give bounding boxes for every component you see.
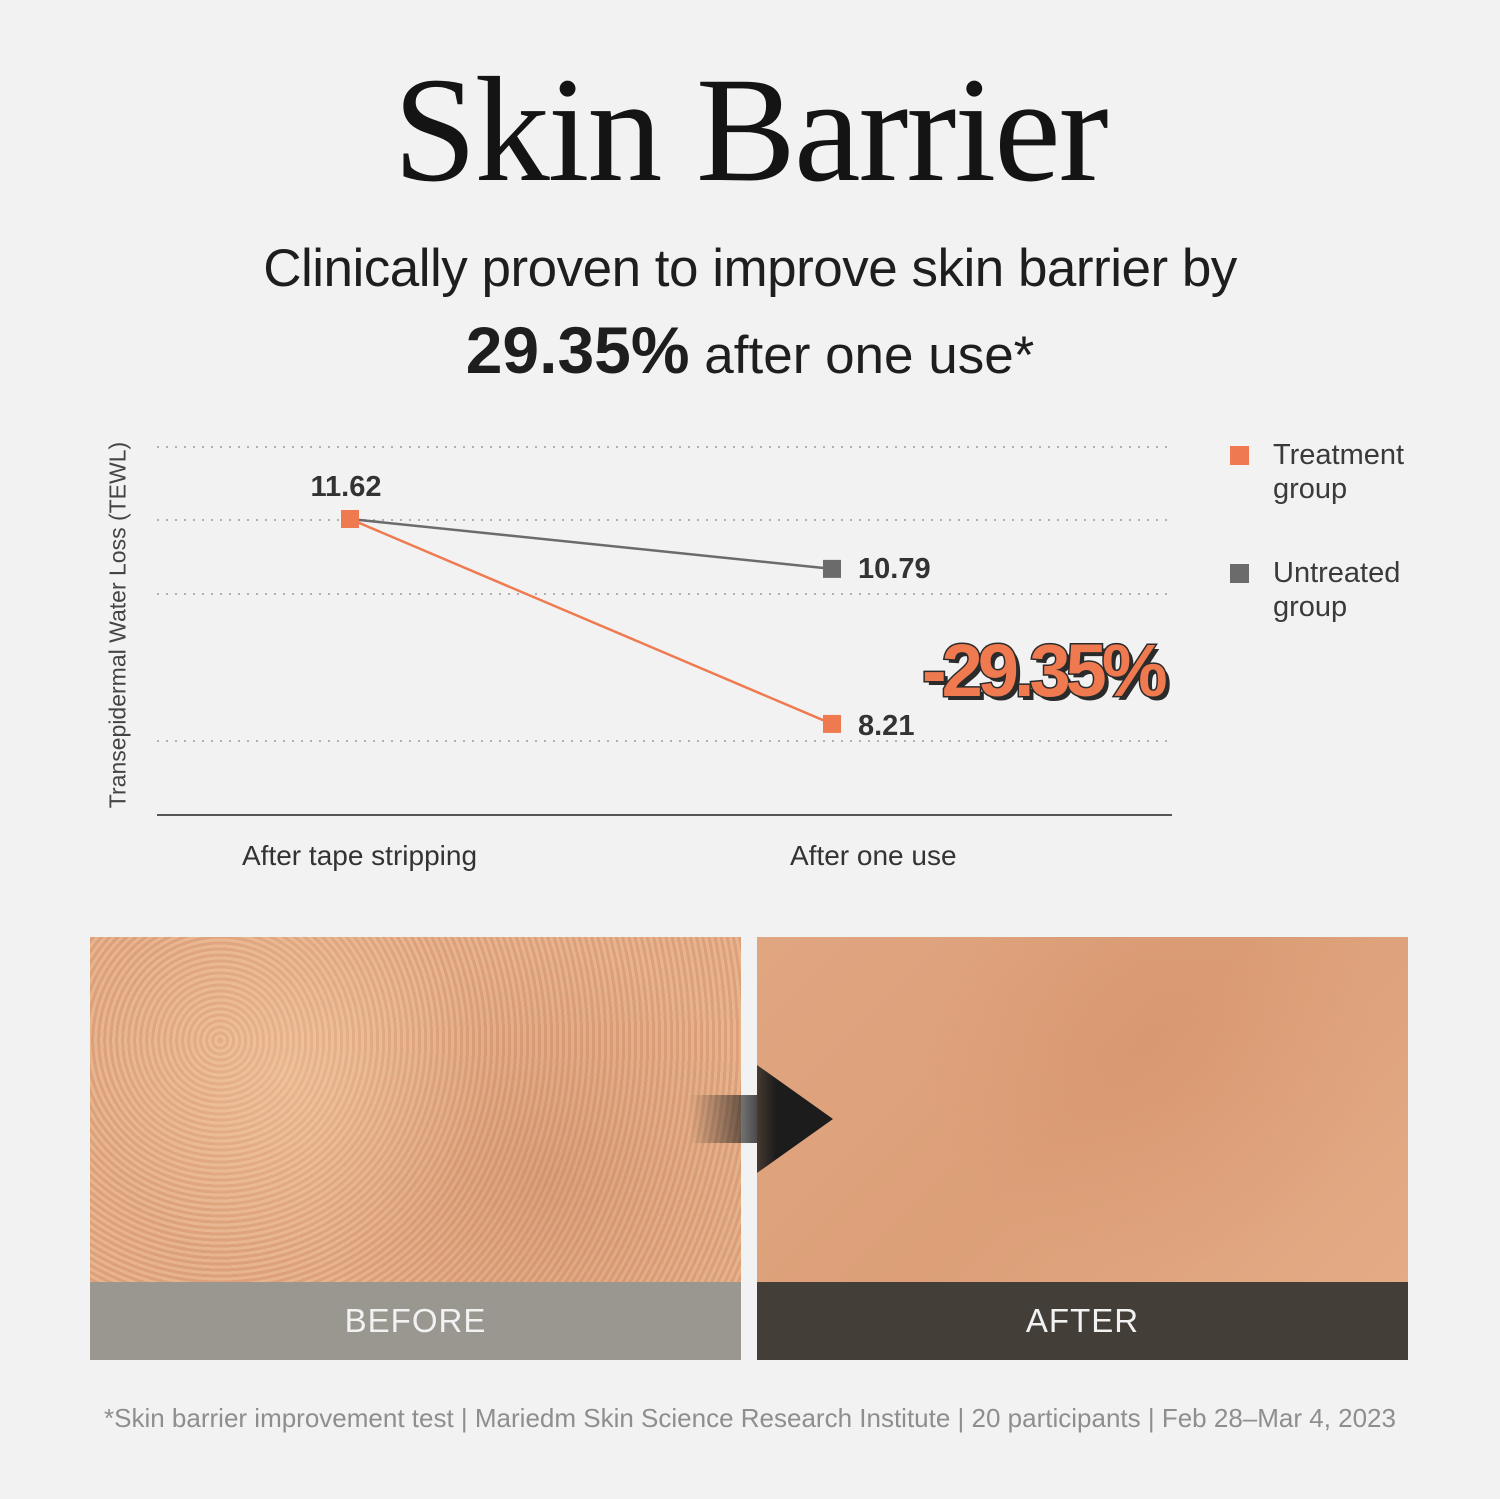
y-axis-label: Transepidermal Water Loss (TEWL): [104, 441, 131, 809]
data-point-treatment: [823, 714, 841, 733]
legend-item-untreated: Untreated group: [1230, 556, 1433, 624]
after-skin-photo: [757, 937, 1408, 1282]
legend-swatch-treatment: [1230, 446, 1249, 465]
legend-label: Untreated group: [1273, 557, 1401, 623]
data-label: 10.79: [858, 553, 931, 585]
data-label: 11.62: [311, 471, 382, 503]
subtitle-rest: after one use*: [689, 326, 1035, 385]
subtitle-highlight: 29.35%: [465, 313, 690, 387]
legend-label: Treatment group: [1273, 439, 1405, 505]
x-tick-label: After tape stripping: [242, 840, 478, 871]
series-line-untreated: [349, 517, 833, 571]
series-line-treatment: [349, 517, 833, 726]
data-label: 8.21: [858, 710, 914, 742]
data-point-treatment: [341, 510, 359, 528]
before-label: BEFORE: [90, 1282, 741, 1360]
data-point-untreated: [823, 559, 841, 578]
footnote: *Skin barrier improvement test | Mariedm…: [104, 1403, 1396, 1433]
before-skin-photo: [90, 937, 741, 1282]
legend-item-treatment: Treatment group: [1230, 438, 1433, 506]
reduction-annotation: -29.35%: [921, 628, 1170, 714]
x-tick-label: After one use: [790, 840, 957, 871]
arrow-right-icon: [690, 1065, 833, 1173]
tewl-line-chart: 11.62 10.79 8.21: [157, 446, 1172, 816]
subtitle-line1: Clinically proven to improve skin barrie…: [263, 239, 1237, 298]
page-title: Skin Barrier: [393, 47, 1108, 213]
legend-swatch-untreated: [1230, 564, 1249, 583]
after-label: AFTER: [757, 1282, 1408, 1360]
subtitle-line2: 29.35% after one use*: [0, 312, 1500, 388]
